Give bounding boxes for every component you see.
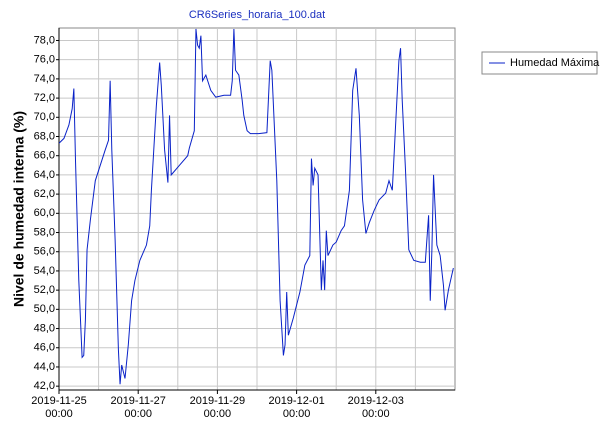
y-tick-label: 50,0	[34, 303, 55, 315]
y-tick-label: 72,0	[34, 92, 55, 104]
y-tick-label: 60,0	[34, 207, 55, 219]
y-tick-label: 48,0	[34, 322, 55, 334]
y-tick-label: 46,0	[34, 342, 55, 354]
y-tick-label: 64,0	[34, 169, 55, 181]
y-tick-label: 66,0	[34, 150, 55, 162]
x-tick-label: 2019-11-27 00:00	[110, 395, 166, 420]
x-tick-label: 2019-12-01 00:00	[268, 395, 325, 420]
x-tick-label: 2019-11-25 00:00	[31, 395, 87, 420]
y-tick-label: 54,0	[34, 265, 55, 277]
x-tick-label: 2019-12-03 00:00	[347, 395, 404, 420]
y-tick-label: 70,0	[34, 111, 55, 123]
legend	[481, 51, 598, 75]
y-tick-label: 74,0	[34, 73, 55, 85]
series-group	[59, 28, 454, 385]
y-tick-label: 42,0	[34, 380, 55, 392]
data-line	[59, 28, 454, 385]
y-axis-label: Nivel de humedad interna (%)	[11, 111, 27, 307]
y-tick-label: 52,0	[34, 284, 55, 296]
y-tick-label: 76,0	[34, 54, 55, 66]
legend-label: Humedad Máxima	[510, 57, 600, 69]
x-tick-label: 2019-11-29 00:00	[189, 395, 246, 420]
y-tick-label: 78,0	[34, 34, 55, 46]
chart-title: CR6Series_horaria_100.dat	[189, 9, 325, 21]
y-tick-label: 68,0	[34, 130, 55, 142]
y-tick-label: 62,0	[34, 188, 55, 200]
y-tick-label: 58,0	[34, 226, 55, 238]
y-tick-label: 44,0	[34, 361, 55, 373]
y-tick-label: 56,0	[34, 246, 55, 258]
